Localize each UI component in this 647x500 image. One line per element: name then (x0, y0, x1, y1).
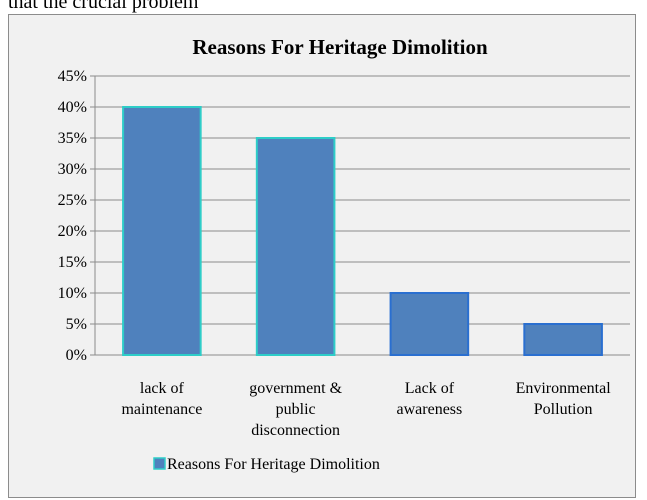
bar (255, 137, 336, 356)
category-label: Pollution (534, 401, 593, 418)
y-tick-label: 25% (58, 192, 87, 209)
y-tick-label: 30% (58, 161, 87, 178)
y-tick-label: 10% (58, 285, 87, 302)
legend-swatch (153, 457, 166, 470)
x-axis-categories: lack of maintenance government & public disc… (121, 380, 611, 439)
legend: Reasons For Heritage Dimolition (153, 456, 380, 473)
category-label: Environmental (516, 380, 612, 397)
chart-title: Reasons For Heritage Dimolition (192, 35, 488, 59)
y-tick-label: 5% (66, 316, 87, 333)
bar (523, 323, 603, 356)
y-tick-label: 45% (58, 68, 87, 85)
bars (122, 106, 603, 356)
bar (389, 292, 470, 356)
category-label: government & (249, 380, 342, 397)
category-label: lack of (140, 380, 185, 397)
y-tick-label: 40% (58, 99, 87, 116)
category-label: public (276, 401, 316, 418)
y-tick-label: 15% (58, 254, 87, 271)
category-label: Lack of (405, 380, 455, 397)
category-label: maintenance (121, 401, 202, 418)
document-text-fragment: that the crucial problem (8, 0, 199, 13)
category-label: disconnection (251, 422, 340, 439)
y-tick-label: 20% (58, 223, 87, 240)
y-tick-label: 0% (66, 347, 87, 364)
y-axis-ticks: 0% 5% 10% 15% 20% 25% 30% 35% 40% 45% (58, 68, 87, 364)
legend-label: Reasons For Heritage Dimolition (167, 456, 380, 473)
category-label: awareness (397, 401, 463, 418)
y-tick-label: 35% (58, 130, 87, 147)
bar (122, 106, 202, 356)
